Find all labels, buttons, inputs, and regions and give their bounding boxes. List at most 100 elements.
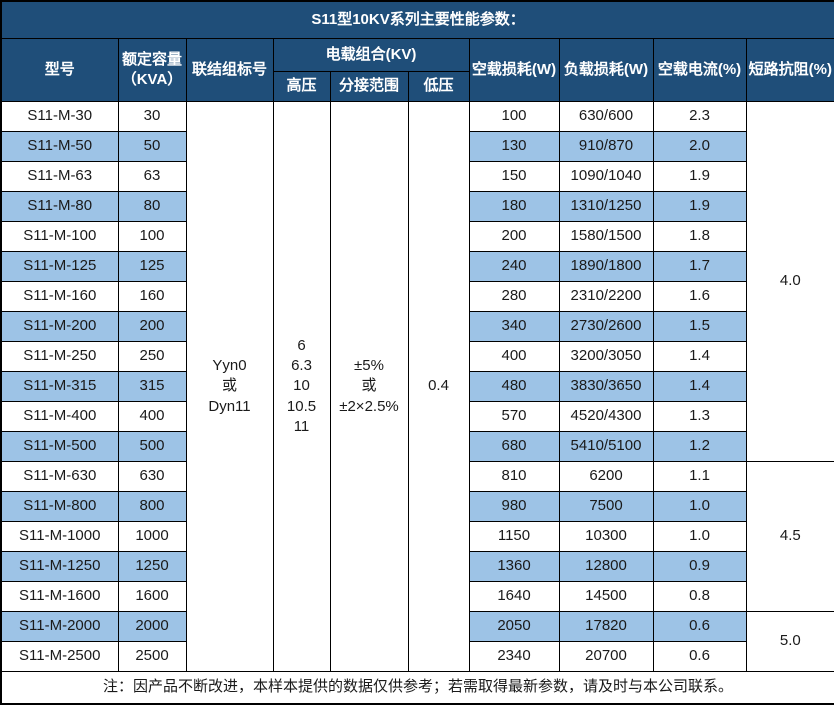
column-header-model: 型号 (0, 38, 119, 102)
no-load-loss-cell: 180 (468, 191, 560, 222)
column-header-voltage-group: 电载组合(KV) (272, 38, 470, 72)
no-load-current-cell: 1.6 (652, 281, 747, 312)
no-load-loss-cell: 200 (468, 221, 560, 252)
model-cell: S11-M-80 (0, 191, 119, 222)
load-loss-cell: 2730/2600 (558, 311, 654, 342)
no-load-current-cell: 1.0 (652, 521, 747, 552)
no-load-loss-cell: 480 (468, 371, 560, 402)
no-load-loss-cell: 1360 (468, 551, 560, 582)
load-loss-cell: 5410/5100 (558, 431, 654, 462)
high-voltage-cell: 6 6.3 10 10.5 11 (272, 101, 331, 672)
column-header-connection: 联结组标号 (185, 38, 274, 102)
capacity-cell: 100 (117, 221, 187, 252)
no-load-loss-cell: 1640 (468, 581, 560, 612)
load-loss-cell: 14500 (558, 581, 654, 612)
no-load-loss-cell: 2050 (468, 611, 560, 642)
model-cell: S11-M-1600 (0, 581, 119, 612)
no-load-loss-cell: 1150 (468, 521, 560, 552)
no-load-current-cell: 0.6 (652, 611, 747, 642)
capacity-cell: 125 (117, 251, 187, 282)
title-row: S11型10KV系列主要性能参数： (0, 0, 834, 39)
column-header-load-loss: 负载损耗(W) (558, 38, 654, 102)
table-row: S11-M-500 500 680 5410/5100 1.2 (0, 431, 834, 462)
no-load-loss-cell: 570 (468, 401, 560, 432)
header-row-sub: 高压 分接范围 低压 (1, 71, 834, 102)
capacity-cell: 30 (117, 101, 187, 132)
load-loss-cell: 7500 (558, 491, 654, 522)
capacity-cell: 2000 (117, 611, 187, 642)
capacity-cell: 50 (117, 131, 187, 162)
load-loss-cell: 4520/4300 (558, 401, 654, 432)
no-load-current-cell: 1.1 (652, 461, 747, 492)
table-row: S11-M-125 125 240 1890/1800 1.7 (0, 251, 834, 282)
no-load-current-cell: 1.4 (652, 341, 747, 372)
model-cell: S11-M-63 (0, 161, 119, 192)
model-cell: S11-M-250 (0, 341, 119, 372)
load-loss-cell: 1090/1040 (558, 161, 654, 192)
no-load-loss-cell: 150 (468, 161, 560, 192)
load-loss-cell: 1580/1500 (558, 221, 654, 252)
load-loss-cell: 6200 (558, 461, 654, 492)
no-load-current-cell: 1.2 (652, 431, 747, 462)
load-loss-cell: 1310/1250 (558, 191, 654, 222)
model-cell: S11-M-500 (0, 431, 119, 462)
model-cell: S11-M-1250 (0, 551, 119, 582)
tap-range-cell: ±5% 或 ±2×2.5% (329, 101, 409, 672)
column-header-no-load-current: 空载电流(%) (652, 38, 747, 102)
table-row: S11-M-63 63 150 1090/1040 1.9 (0, 161, 834, 192)
footer-note: 注：因产品不断改进，本样本提供的数据仅供参考；若需取得最新参数，请及时与本公司联… (0, 671, 834, 705)
model-cell: S11-M-100 (0, 221, 119, 252)
no-load-current-cell: 1.8 (652, 221, 747, 252)
load-loss-cell: 2310/2200 (558, 281, 654, 312)
capacity-cell: 400 (117, 401, 187, 432)
no-load-current-cell: 1.9 (652, 161, 747, 192)
table-row: S11-M-100 100 200 1580/1500 1.8 (0, 221, 834, 252)
impedance-cell: 4.5 (745, 461, 834, 612)
capacity-cell: 250 (117, 341, 187, 372)
load-loss-cell: 630/600 (558, 101, 654, 132)
load-loss-cell: 3200/3050 (558, 341, 654, 372)
header-row-top: 型号 额定容量 （KVA） 联结组标号 电载组合(KV) 空载损耗(W) 负载损… (0, 38, 834, 102)
no-load-loss-cell: 240 (468, 251, 560, 282)
load-loss-cell: 17820 (558, 611, 654, 642)
model-cell: S11-M-800 (0, 491, 119, 522)
model-cell: S11-M-125 (0, 251, 119, 282)
no-load-current-cell: 1.5 (652, 311, 747, 342)
model-cell: S11-M-400 (0, 401, 119, 432)
table-row: S11-M-160 160 280 2310/2200 1.6 (0, 281, 834, 312)
capacity-cell: 80 (117, 191, 187, 222)
model-cell: S11-M-630 (0, 461, 119, 492)
model-cell: S11-M-30 (0, 101, 119, 132)
capacity-cell: 630 (117, 461, 187, 492)
table-body: S11-M-30 30 Yyn0 或 Dyn11 6 6.3 10 10.5 11 ±5… (0, 101, 834, 672)
load-loss-cell: 1890/1800 (558, 251, 654, 282)
table-row: S11-M-50 50 130 910/870 2.0 (0, 131, 834, 162)
capacity-cell: 315 (117, 371, 187, 402)
no-load-current-cell: 0.6 (652, 641, 747, 672)
no-load-loss-cell: 810 (468, 461, 560, 492)
table-row: S11-M-80 80 180 1310/1250 1.9 (0, 191, 834, 222)
no-load-loss-cell: 680 (468, 431, 560, 462)
impedance-cell: 5.0 (745, 611, 834, 672)
table-row: S11-M-1250 1250 1360 12800 0.9 (0, 551, 834, 582)
model-cell: S11-M-200 (0, 311, 119, 342)
capacity-cell: 200 (117, 311, 187, 342)
model-cell: S11-M-50 (0, 131, 119, 162)
table-row: S11-M-200 200 340 2730/2600 1.5 (0, 311, 834, 342)
table-row: S11-M-400 400 570 4520/4300 1.3 (0, 401, 834, 432)
capacity-cell: 1250 (117, 551, 187, 582)
column-header-hv: 高压 (272, 71, 331, 102)
capacity-cell: 1000 (117, 521, 187, 552)
no-load-loss-cell: 400 (468, 341, 560, 372)
capacity-cell: 2500 (117, 641, 187, 672)
low-voltage-cell: 0.4 (407, 101, 470, 672)
load-loss-cell: 910/870 (558, 131, 654, 162)
no-load-current-cell: 1.7 (652, 251, 747, 282)
no-load-current-cell: 1.0 (652, 491, 747, 522)
model-cell: S11-M-315 (0, 371, 119, 402)
impedance-cell: 4.0 (745, 101, 834, 462)
page-title: S11型10KV系列主要性能参数： (0, 0, 834, 39)
column-header-lv: 低压 (407, 71, 470, 102)
load-loss-cell: 10300 (558, 521, 654, 552)
